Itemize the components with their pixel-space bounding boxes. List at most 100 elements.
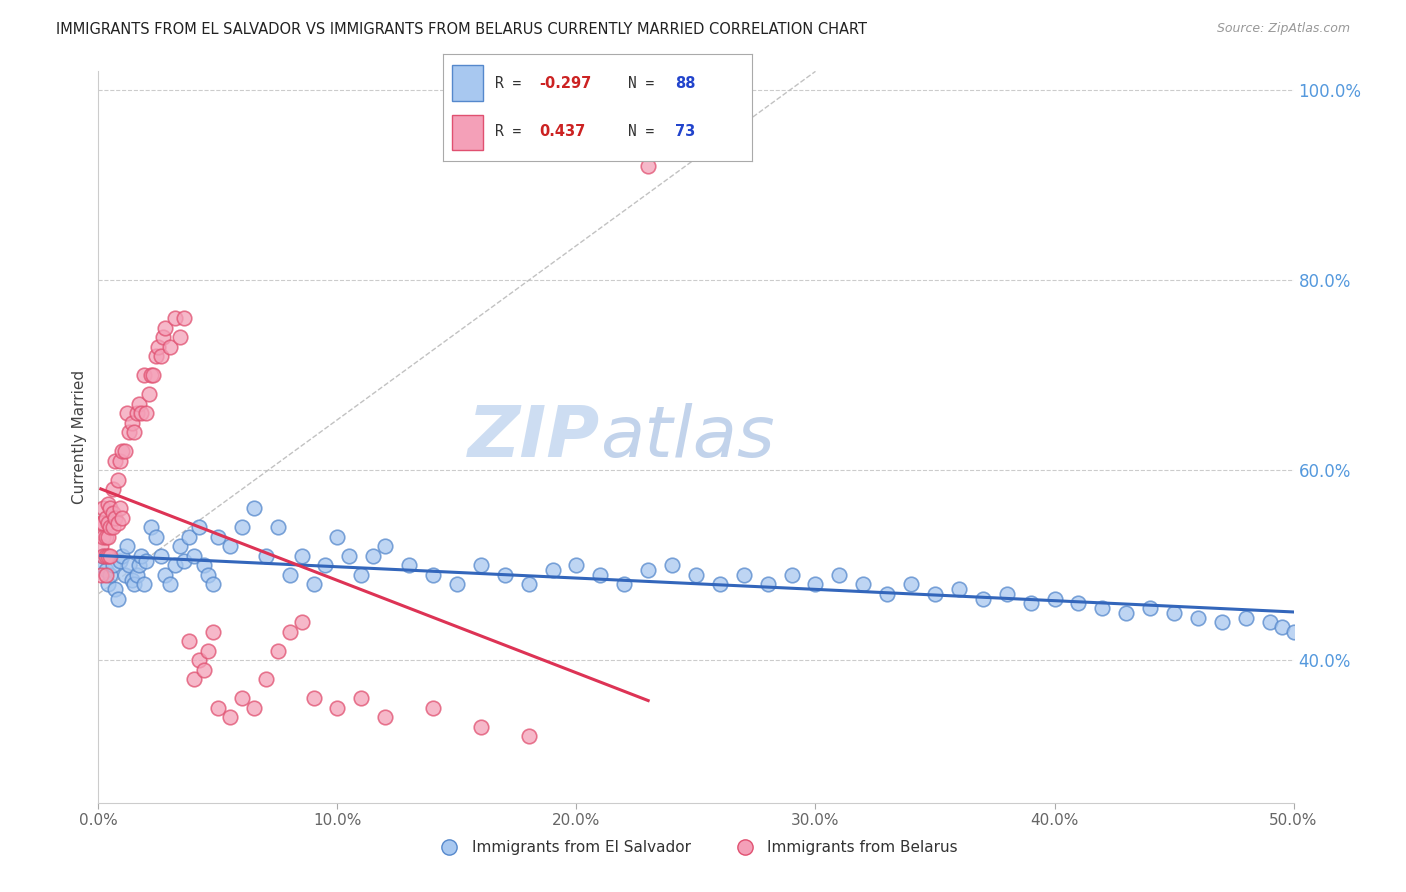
Point [995,587,1018,601]
Point [219,539,242,553]
Point [1234,610,1257,624]
Point [107,591,129,606]
Point [108,553,131,567]
Point [135,406,157,420]
Point [98,520,122,534]
Point [98,549,122,563]
Point [97,530,120,544]
Point [187,520,209,534]
Point [1271,620,1294,634]
Point [108,501,131,516]
Point [183,549,205,563]
Point [637,159,659,173]
Point [326,701,349,715]
Text: -0.297: -0.297 [538,76,591,91]
Point [169,539,191,553]
Point [98,567,122,582]
Point [470,720,492,734]
Point [1043,591,1066,606]
Point [135,553,157,567]
Point [900,577,922,591]
Point [169,330,191,344]
Point [138,387,160,401]
Point [155,567,177,582]
Point [118,558,141,573]
Point [142,368,165,383]
Point [132,577,155,591]
Point [97,516,120,530]
Point [291,549,314,563]
Text: 0.437: 0.437 [538,124,585,139]
Point [972,591,994,606]
Point [97,497,120,511]
Point [828,567,851,582]
Point [193,663,215,677]
Point [90,567,112,582]
Point [131,549,153,563]
Point [661,558,683,573]
Point [350,567,373,582]
Point [446,577,468,591]
Point [637,563,659,577]
Text: 88: 88 [675,76,696,91]
Point [91,549,114,563]
Point [128,397,150,411]
Text: Source: ZipAtlas.com: Source: ZipAtlas.com [1216,22,1350,36]
Point [363,549,385,563]
Point [278,567,301,582]
Point [948,582,970,596]
Point [114,444,136,458]
Point [589,567,612,582]
Point [149,349,172,363]
Point [197,644,219,658]
Point [541,563,564,577]
Point [709,577,731,591]
Point [374,710,396,724]
Point [104,582,127,596]
Point [148,340,170,354]
Point [470,558,492,573]
Point [267,520,290,534]
Point [173,311,195,326]
Point [267,644,290,658]
Y-axis label: Currently Married: Currently Married [72,370,87,504]
Point [155,321,177,335]
Point [207,530,229,544]
Point [517,577,540,591]
Point [780,567,803,582]
Point [90,516,112,530]
Point [398,558,420,573]
Point [494,567,516,582]
Point [254,549,277,563]
Point [149,549,172,563]
Point [115,539,138,553]
Point [852,577,875,591]
Point [756,577,779,591]
Point [101,483,124,497]
Point [685,567,707,582]
Point [94,549,117,563]
Point [124,577,146,591]
Point [111,549,134,563]
Point [243,701,266,715]
Point [108,454,131,468]
Point [315,558,337,573]
Point [107,516,129,530]
Point [125,406,148,420]
Point [243,501,266,516]
Point [101,520,124,534]
Point [231,520,253,534]
Point [145,530,167,544]
Point [1115,606,1137,620]
Text: IMMIGRANTS FROM EL SALVADOR VS IMMIGRANTS FROM BELARUS CURRENTLY MARRIED CORRELA: IMMIGRANTS FROM EL SALVADOR VS IMMIGRANT… [56,22,868,37]
Text: R =: R = [495,76,530,91]
Text: R =: R = [495,124,540,139]
Point [107,473,129,487]
Point [115,406,138,420]
Point [517,729,540,743]
Point [101,506,124,520]
Point [326,530,349,544]
Point [804,577,827,591]
Point [924,587,946,601]
Point [98,501,122,516]
